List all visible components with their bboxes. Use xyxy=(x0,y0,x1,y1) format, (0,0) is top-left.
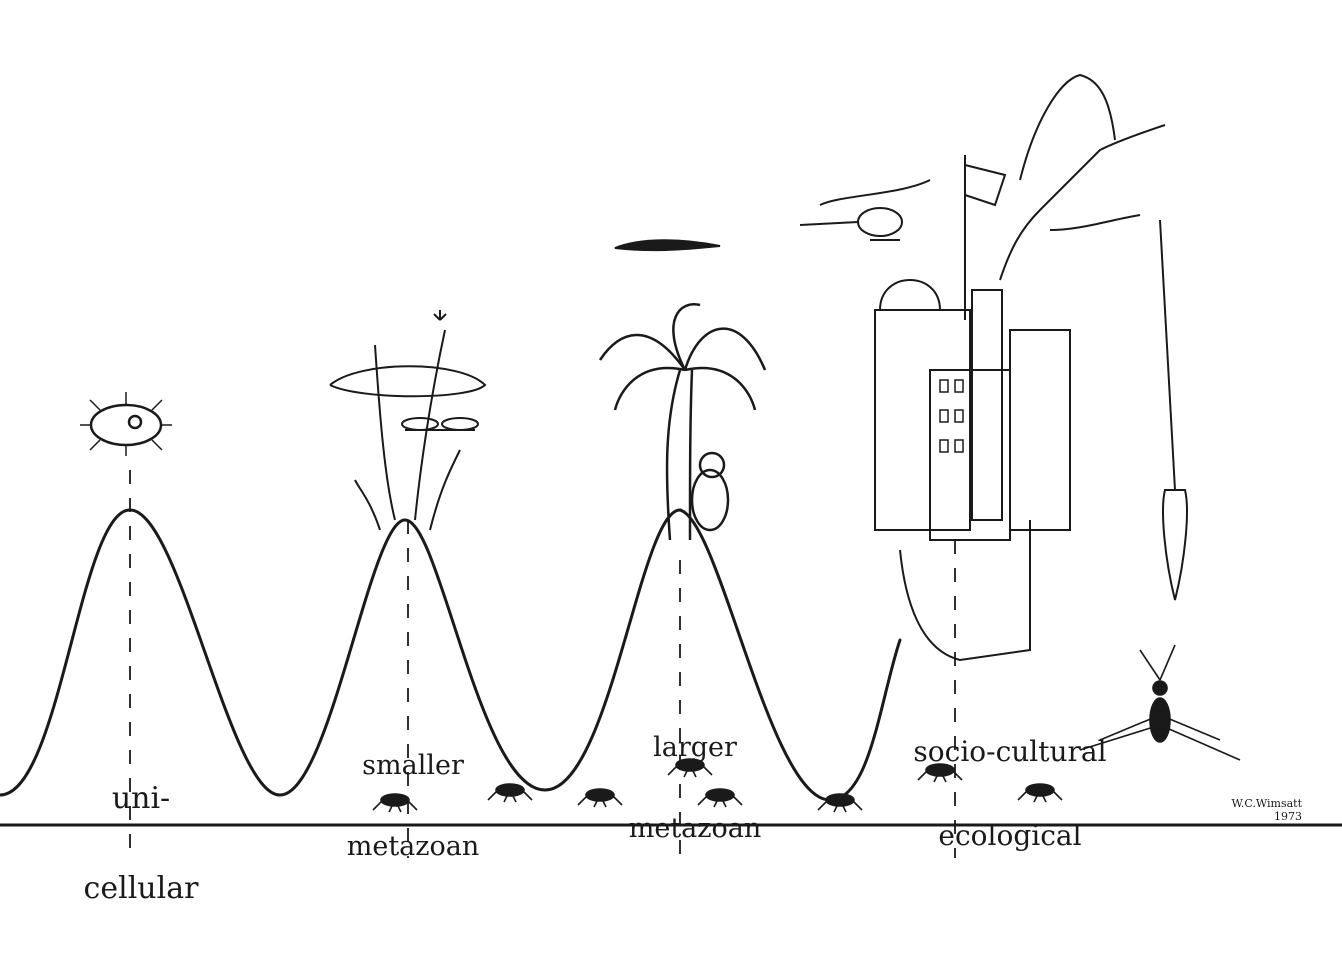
label-smaller-metazoan-line1: smaller xyxy=(362,750,464,781)
plants-dragonfly-icon xyxy=(329,310,487,531)
label-smaller-metazoan-line2: metazoan xyxy=(346,831,480,862)
label-larger-metazoan-line2: metazoan xyxy=(628,813,762,844)
single-cell-icon xyxy=(80,392,172,456)
city-complex-icon xyxy=(874,73,1166,662)
label-unicellular-line1: uni- xyxy=(111,781,171,816)
drawing xyxy=(0,73,1342,858)
rocket-icon xyxy=(1159,219,1188,601)
signature-year: 1973 xyxy=(1274,809,1302,823)
label-socio-cultural: socio-cultural ecological xyxy=(880,682,1140,906)
signature: W.C.Wimsatt 1973 xyxy=(1202,797,1302,823)
palm-tree-icon xyxy=(598,303,767,541)
fitness-landscape-curve xyxy=(0,508,902,802)
helicopter-icon xyxy=(799,179,931,241)
label-unicellular: uni- cellular xyxy=(66,724,216,964)
label-smaller-metazoan: smaller metazoan xyxy=(318,698,508,914)
label-socio-cultural-line1: socio-cultural xyxy=(913,735,1107,768)
ants-icon xyxy=(372,644,1241,813)
signature-name: W.C.Wimsatt xyxy=(1231,797,1302,810)
label-larger-metazoan: larger metazoan xyxy=(600,680,790,896)
label-unicellular-line2: cellular xyxy=(83,871,199,906)
illustration-canvas: uni- cellular smaller metazoan larger me… xyxy=(0,73,1342,904)
label-socio-cultural-line2: ecological xyxy=(938,819,1082,852)
bird-icon xyxy=(614,239,721,252)
label-larger-metazoan-line1: larger xyxy=(653,732,737,763)
